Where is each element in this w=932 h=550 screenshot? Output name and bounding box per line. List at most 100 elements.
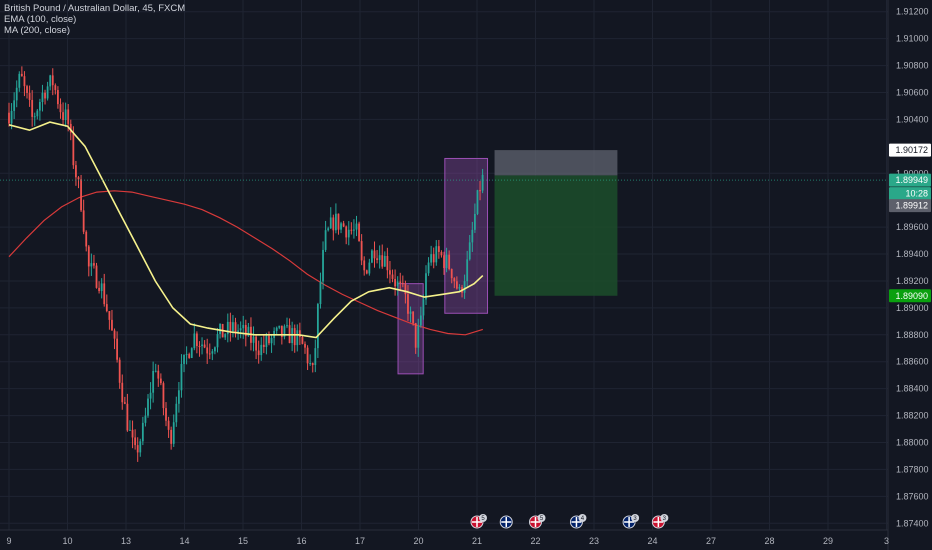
- candle-body: [244, 324, 247, 337]
- candle-body: [448, 254, 451, 270]
- candle-body: [31, 99, 34, 117]
- candles: [8, 66, 484, 462]
- price-axis[interactable]: 1.91200 1.91000 1.90800 1.90600 1.90400 1.900…: [887, 0, 929, 550]
- event-flag-au[interactable]: 4: [569, 514, 587, 529]
- y-tick-label: 1.89000: [896, 303, 929, 313]
- candle-body: [116, 338, 119, 360]
- candle-body: [18, 73, 21, 88]
- candle-body: [432, 254, 435, 263]
- stop-loss-zone[interactable]: [494, 150, 618, 176]
- chart-legend[interactable]: British Pound / Australian Dollar, 45, F…: [4, 3, 185, 36]
- candle-body: [412, 311, 415, 324]
- candle-body: [468, 242, 471, 260]
- candle-body: [350, 229, 353, 231]
- y-tick-label: 1.90800: [896, 61, 929, 71]
- candle-body: [383, 255, 386, 267]
- x-tick-label: 15: [238, 536, 248, 546]
- x-tick-label: 23: [589, 536, 599, 546]
- candle-body: [232, 322, 234, 332]
- ma-200-line: [8, 190, 483, 336]
- highlight-box[interactable]: [397, 283, 424, 375]
- candle-body: [463, 281, 466, 293]
- y-tick-label: 1.89600: [896, 222, 929, 232]
- candle-body: [386, 255, 389, 271]
- y-tick-label: 1.88200: [896, 411, 929, 421]
- take-profit-zone[interactable]: [494, 175, 618, 296]
- x-tick-label: 20: [413, 536, 423, 546]
- candle-body: [51, 75, 54, 86]
- candle-body: [239, 328, 242, 331]
- candle-body: [41, 92, 44, 103]
- event-count-text: 5: [481, 516, 485, 522]
- candle-body: [180, 363, 183, 391]
- event-flag-uk[interactable]: 5: [470, 514, 487, 529]
- candle-body: [141, 422, 144, 442]
- candle-body: [443, 255, 445, 269]
- event-flag-au[interactable]: [499, 515, 513, 529]
- candle-body: [301, 337, 304, 344]
- candle-body: [270, 337, 273, 344]
- event-flag-au[interactable]: 3: [622, 514, 640, 529]
- candle-body: [381, 255, 384, 267]
- legend-symbol-title[interactable]: British Pound / Australian Dollar, 45, F…: [4, 3, 186, 14]
- candle-body: [190, 348, 193, 358]
- candle-body: [33, 116, 36, 118]
- candle-body: [154, 370, 157, 372]
- candle-body: [409, 311, 412, 314]
- candle-body: [147, 398, 149, 416]
- candle-body: [394, 278, 396, 287]
- candle-body: [304, 343, 306, 348]
- candle-body: [479, 190, 481, 192]
- candle-body: [401, 282, 404, 285]
- economic-events[interactable]: 5 5 4 3 3: [470, 514, 669, 529]
- y-tick-label: 1.90400: [896, 114, 929, 124]
- event-flag-uk[interactable]: 3: [651, 514, 669, 529]
- x-tick-label: 16: [296, 536, 306, 546]
- y-tick-label: 1.88000: [896, 438, 929, 448]
- price-tag-stop: [889, 143, 931, 157]
- candle-body: [355, 223, 358, 230]
- candle-body: [177, 390, 180, 404]
- x-tick-label: 27: [706, 536, 716, 546]
- candle-body: [28, 92, 31, 100]
- candle-body: [185, 354, 188, 356]
- candle-body: [85, 231, 88, 247]
- candle-body: [437, 246, 440, 252]
- candle-body: [113, 330, 116, 339]
- candle-body: [340, 223, 342, 230]
- position-tool[interactable]: [494, 150, 618, 296]
- candle-body: [26, 86, 28, 93]
- candle-body: [309, 363, 312, 365]
- highlight-box[interactable]: [444, 157, 489, 314]
- candle-body: [226, 321, 229, 335]
- legend-ma-indicator[interactable]: MA (200, close): [4, 25, 70, 36]
- candle-body: [337, 213, 340, 230]
- candle-body: [353, 229, 355, 231]
- time-axis[interactable]: 9 10 13 14 15 16 17 20 21 22 23 24 27 28 29 3: [0, 529, 889, 546]
- candle-body: [193, 333, 196, 349]
- candle-body: [389, 270, 391, 275]
- candle-body: [466, 259, 469, 282]
- candle-body: [214, 347, 216, 352]
- event-flag-uk[interactable]: 5: [529, 514, 546, 529]
- x-tick-label: 22: [530, 536, 540, 546]
- candle-body: [72, 132, 75, 166]
- candle-body: [165, 408, 167, 421]
- candle-body: [329, 217, 332, 229]
- candle-body: [296, 330, 299, 346]
- price-tag-stop-text: 1.90172: [895, 145, 928, 155]
- ema-100-path: [8, 121, 484, 339]
- x-tick-label: 14: [179, 536, 189, 546]
- candle-body: [211, 351, 214, 354]
- candle-body: [414, 323, 417, 348]
- candle-body: [108, 311, 111, 320]
- legend-ema-indicator[interactable]: EMA (100, close): [4, 14, 77, 25]
- x-tick-label: 3: [884, 536, 889, 546]
- x-tick-label: 13: [121, 536, 131, 546]
- flag-cross: [501, 517, 512, 527]
- candle-body: [121, 382, 124, 403]
- price-tag-prev-text: 1.89912: [895, 201, 928, 211]
